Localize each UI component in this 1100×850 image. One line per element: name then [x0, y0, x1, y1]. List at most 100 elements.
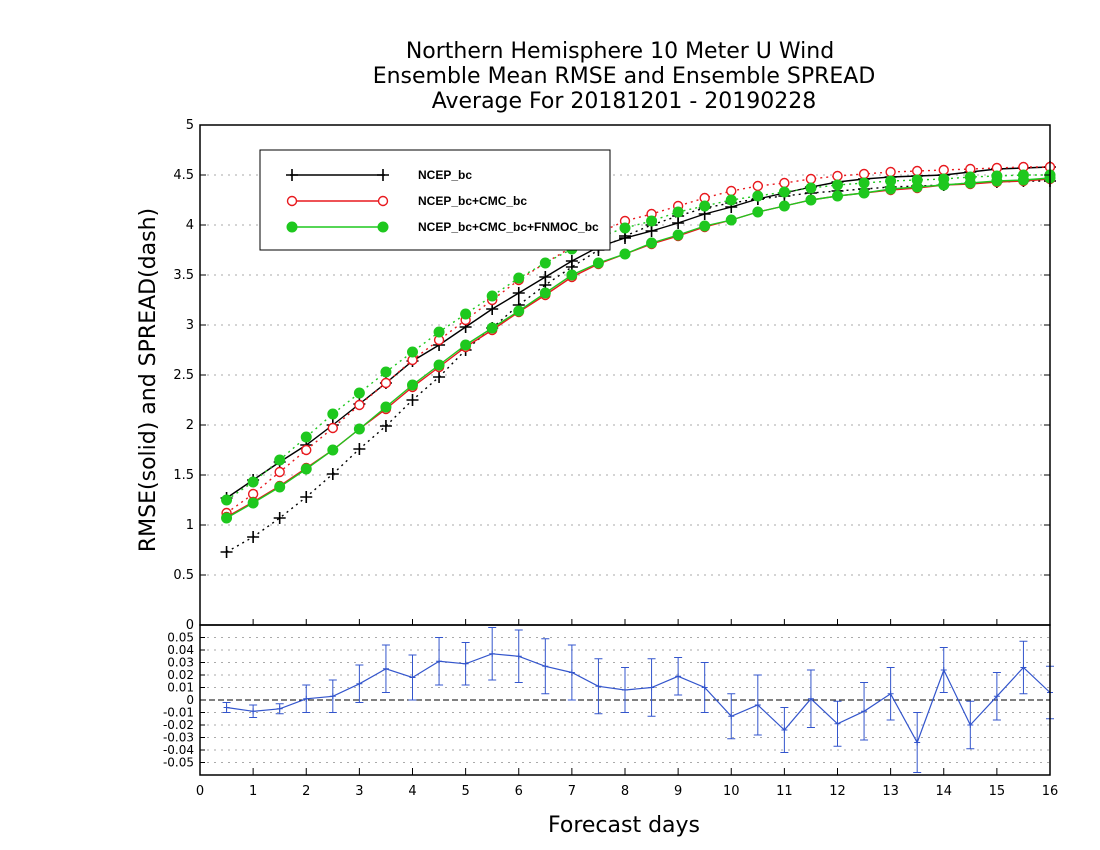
rmse-point [964, 177, 976, 189]
rmse-point [911, 181, 923, 193]
upper-y-tick-label: 4 [186, 218, 194, 233]
x-tick-label: 6 [515, 784, 523, 799]
x-axis: 0 1 2 3 4 5 6 7 8 9 10 11 12 13 14 15 16 [196, 619, 1058, 799]
spread-point [646, 215, 658, 227]
difference-point [728, 713, 735, 720]
spread-point [832, 170, 843, 182]
difference-point [223, 704, 230, 711]
upper-y-tick-label: 0.5 [173, 568, 194, 583]
spread-point [300, 491, 313, 503]
rmse-point [619, 248, 631, 260]
x-tick-label: 4 [408, 784, 416, 799]
difference-point [807, 695, 814, 702]
difference-point [303, 695, 310, 702]
difference-point [967, 722, 974, 728]
legend-label-0: NCEP_bc [418, 168, 472, 182]
spread-point [725, 194, 737, 206]
rmse-point [752, 206, 764, 218]
upper-y-tick-label: 1 [186, 518, 194, 533]
legend-marker-0 [286, 169, 298, 181]
spread-point [885, 166, 896, 178]
spread-point [672, 206, 684, 218]
spread-point [274, 454, 286, 466]
rmse-point [699, 220, 711, 232]
spread-point [327, 422, 339, 434]
upper-y-tick-label: 2 [186, 418, 194, 433]
series-layer [220, 161, 1056, 558]
rmse-point [858, 187, 870, 199]
legend-marker-2 [377, 221, 389, 233]
lower-y-tick-label: -0.02 [163, 718, 194, 732]
rmse-point [486, 322, 498, 334]
upper-y-tick-label: 2.5 [173, 368, 194, 383]
difference-layer [222, 627, 1054, 773]
difference-point [887, 690, 894, 697]
series-2 [221, 169, 1056, 524]
spread-point [353, 443, 366, 455]
upper-y-tick-label: 5 [186, 118, 194, 133]
rmse-point [645, 225, 658, 237]
lower-y-tick-label: 0 [186, 693, 194, 707]
spread-point [247, 476, 259, 488]
spread-point [274, 466, 285, 478]
spread-point [726, 185, 737, 197]
difference-point [356, 680, 363, 687]
x-tick-label: 1 [249, 784, 257, 799]
lower-y-axis: 0.050.040.030.020.010-0.01-0.02-0.03-0.0… [163, 631, 205, 770]
lower-y-tick-label: -0.05 [163, 756, 194, 770]
upper-y-tick-label: 4.5 [173, 168, 194, 183]
spread-point [805, 173, 817, 185]
spread-point [433, 326, 445, 338]
rmse-point [512, 287, 525, 299]
lower-y-tick-label: -0.03 [163, 731, 194, 745]
difference-point [675, 673, 682, 680]
x-tick-label: 7 [568, 784, 576, 799]
rmse-point [247, 497, 259, 509]
upper-y-tick-label: 1.5 [173, 468, 194, 483]
x-tick-label: 0 [196, 784, 204, 799]
rmse-point [592, 257, 604, 269]
spread-point [327, 408, 339, 420]
difference-point [834, 720, 841, 727]
difference-point [754, 702, 761, 708]
difference-point [861, 708, 868, 715]
rmse-point [274, 481, 286, 493]
x-axis-title: Forecast days [548, 813, 700, 838]
spread-point [433, 371, 446, 383]
spread-point [221, 494, 233, 506]
x-tick-label: 5 [461, 784, 469, 799]
difference-point [409, 674, 416, 681]
difference-point [993, 693, 1000, 700]
rmse-point [407, 379, 418, 391]
rmse-point [619, 232, 631, 244]
rmse-point [539, 287, 551, 299]
difference-point [701, 684, 708, 691]
rmse-point [221, 512, 233, 524]
difference-point [489, 650, 496, 657]
spread-point [858, 177, 870, 189]
x-tick-label: 13 [882, 784, 899, 799]
spread-point [778, 186, 790, 198]
legend-box [259, 149, 611, 251]
spread-point [938, 164, 949, 176]
difference-point [542, 663, 549, 670]
x-tick-label: 3 [355, 784, 363, 799]
spread-point [406, 394, 419, 406]
rmse-point [805, 194, 817, 206]
lower-y-tick-label: -0.04 [163, 743, 194, 757]
x-tick-label: 9 [674, 784, 682, 799]
spread-point [858, 168, 870, 180]
spread-point [380, 366, 392, 378]
rmse-point [672, 217, 685, 229]
x-tick-label: 11 [776, 784, 793, 799]
x-tick-label: 16 [1042, 784, 1059, 799]
rmse-point [539, 271, 552, 283]
title-line-2: Ensemble Mean RMSE and Ensemble SPREAD [373, 64, 876, 89]
difference-point [515, 653, 522, 660]
legend: NCEP_bc NCEP_bc+CMC_bc NCEP_bc+CMC_bc+FNMO… [259, 149, 611, 251]
spread-point [273, 512, 286, 524]
spread-point [220, 546, 233, 558]
spread-point [619, 222, 631, 234]
difference-point [462, 660, 469, 667]
spread-point [460, 308, 472, 320]
